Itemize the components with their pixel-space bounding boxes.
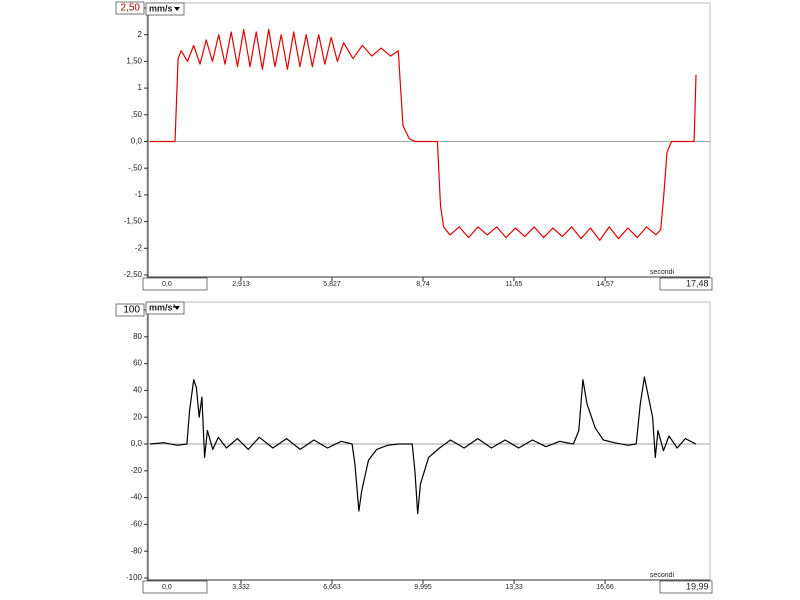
x-tick-label: 16,66 [596,584,614,591]
x-min-box [142,277,208,291]
y-tick-label: -20 [130,466,142,475]
x-axis-label: secondi [650,572,675,579]
x-tick-label: 3,332 [232,584,250,591]
y-tick-label: 0,0 [131,439,143,448]
x-max-box [659,277,713,291]
x-tick-label: 0,0 [162,584,172,591]
dropdown-arrow[interactable] [174,306,180,310]
unit-dropdown[interactable]: mm/s² [145,301,185,315]
x-max-box [659,580,713,594]
x-axis-label: secondi [650,269,675,276]
x-min-box [142,580,208,594]
y-tick-label: -1 [135,190,143,199]
plot-frame [146,301,711,581]
y-tick-label: 40 [133,386,142,395]
x-tick-label: 17,48 [686,278,709,288]
x-tick-label: 13,33 [505,584,523,591]
x-tick-label: 9,995 [414,584,432,591]
y-tick-label: 60 [133,359,142,368]
y-tick-label: 80 [133,332,142,341]
y-max-box [115,303,145,317]
unit-box[interactable] [145,301,185,315]
y-tick-label: -40 [130,493,142,502]
unit-label[interactable]: mm/s² [149,302,176,312]
y-tick-label: 0,0 [131,137,143,146]
unit-label[interactable]: mm/s [149,3,173,13]
y-tick-label: -2,50 [124,270,143,279]
y-tick-label: -2 [135,243,143,252]
y-tick-label: 100 [123,305,140,316]
y-tick-label: -60 [130,520,142,529]
y-tick-label: -80 [130,546,142,555]
y-tick-label: -1,50 [124,217,143,226]
x-tick-label: 5,827 [323,281,341,288]
plot-frame [146,2,711,278]
y-tick-label: 1,50 [126,57,142,66]
x-tick-label: 14,57 [596,281,614,288]
y-tick-label: 2,50 [121,3,141,14]
y-tick-label: -100 [126,573,143,582]
y-tick-label: 1 [138,83,143,92]
signal-line [150,28,697,241]
x-tick-label: 2,913 [232,281,250,288]
unit-dropdown[interactable]: mm/s [145,2,185,16]
y-tick-label: -,50 [128,163,142,172]
y-max-box [115,1,145,15]
signal-line [149,376,697,515]
x-tick-label: 0,0 [162,281,172,288]
x-tick-label: 19,99 [686,581,709,591]
y-tick-label: ,50 [131,110,143,119]
unit-box[interactable] [145,2,185,16]
x-tick-label: 8,74 [416,281,430,288]
dropdown-arrow[interactable] [174,7,180,11]
y-tick-label: 20 [133,412,142,421]
y-tick-label: 2 [138,30,143,39]
x-tick-label: 11,65 [505,281,522,288]
x-tick-label: 6,663 [323,584,341,591]
